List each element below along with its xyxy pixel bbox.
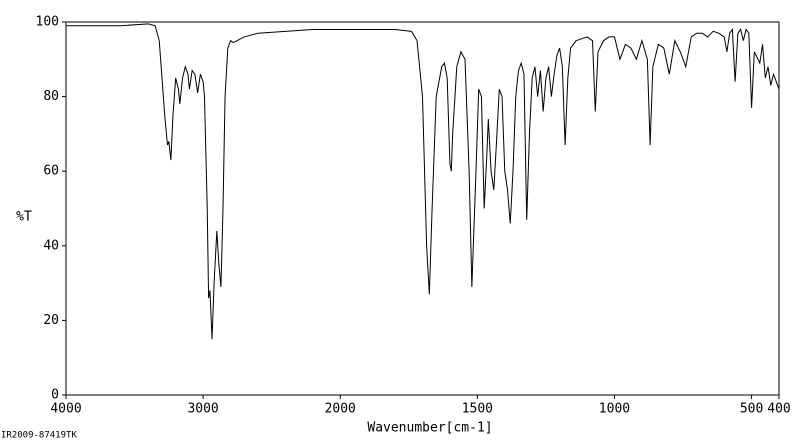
- x-tick-label: 1000: [599, 402, 630, 417]
- plot-frame: [65, 21, 780, 396]
- x-tick-label: 1500: [462, 402, 493, 417]
- x-tick-label: 2000: [325, 402, 356, 417]
- y-tick-label: 100: [36, 15, 59, 30]
- y-tick-label: 0: [51, 388, 59, 403]
- y-axis-label: %T: [16, 210, 32, 225]
- x-axis-label: Wavenumber[cm-1]: [367, 421, 492, 436]
- y-tick-label: 40: [43, 238, 59, 253]
- y-tick-label: 20: [43, 313, 59, 328]
- x-tick-label: 400: [767, 402, 790, 417]
- footer: IR2009-87419TK: [1, 431, 77, 441]
- x-tick-label: 4000: [50, 402, 81, 417]
- y-tick-label: 80: [43, 89, 59, 104]
- x-tick-label: 3000: [187, 402, 218, 417]
- spectrum-line: [66, 23, 780, 340]
- y-tick-label: 60: [43, 164, 59, 179]
- x-tick-label: 500: [740, 402, 763, 417]
